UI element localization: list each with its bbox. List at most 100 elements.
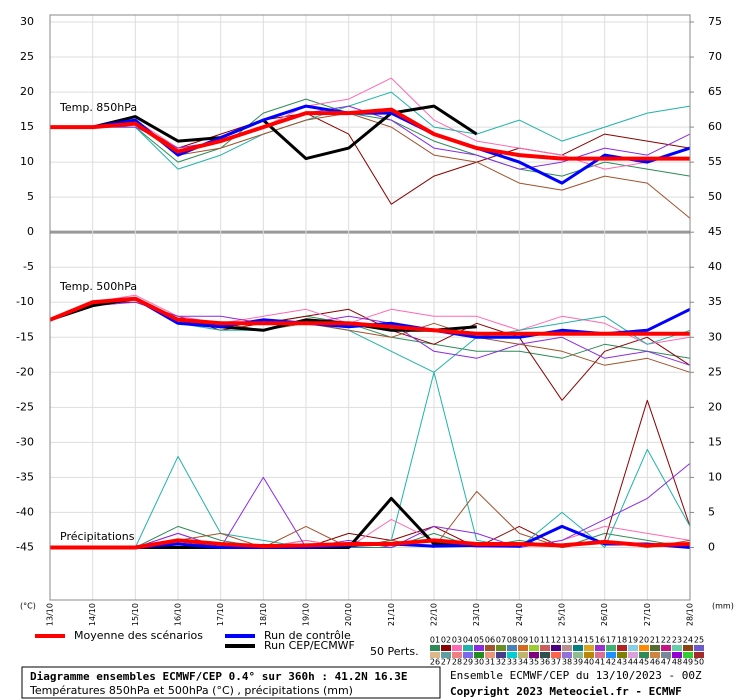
y-tick-label: -15 xyxy=(16,330,34,343)
y-tick-label: 20 xyxy=(20,85,34,98)
y2-tick-label: 0 xyxy=(708,540,715,553)
legend-label: 24 xyxy=(683,636,693,645)
legend-label: 29 xyxy=(463,658,473,667)
legend-swatch xyxy=(463,645,473,651)
y2-tick-label: 70 xyxy=(708,50,722,63)
legend-label: 27 xyxy=(441,658,451,667)
legend-label: 32 xyxy=(496,658,506,667)
x-tick-label: 15/10 xyxy=(131,603,140,626)
series-line xyxy=(50,91,691,170)
legend-swatch xyxy=(518,652,528,658)
legend-swatch xyxy=(430,645,440,651)
legend-label: 30 xyxy=(474,658,484,667)
legend-label: 50 xyxy=(694,658,704,667)
y2-tick-label: 45 xyxy=(708,225,722,238)
y2-tick-label: 75 xyxy=(708,15,722,28)
plot-frame xyxy=(49,14,691,601)
legend-swatch xyxy=(661,645,671,651)
y2-tick-label: 25 xyxy=(708,365,722,378)
legend-swatch xyxy=(650,652,660,658)
legend-label: 05 xyxy=(474,636,484,645)
legend-swatch xyxy=(573,645,583,651)
legend-swatch xyxy=(639,652,649,658)
x-tick-label: 19/10 xyxy=(302,603,311,626)
legend-label: 37 xyxy=(551,658,561,667)
legend-label: Run de contrôle xyxy=(264,629,351,642)
x-tick-label: 26/10 xyxy=(600,603,609,626)
x-tick-label: 20/10 xyxy=(344,603,353,626)
legend-label: 42 xyxy=(606,658,616,667)
x-tick-label: 16/10 xyxy=(174,603,183,626)
legend-swatch xyxy=(507,652,517,658)
legend-label: 12 xyxy=(551,636,561,645)
y-tick-label: -20 xyxy=(16,365,34,378)
y2-tick-label: 40 xyxy=(708,260,722,273)
y2-tick-label: 35 xyxy=(708,295,722,308)
footer-run: Ensemble ECMWF/CEP du 13/10/2023 - 00Z xyxy=(450,669,702,682)
series-line xyxy=(50,107,690,161)
legend-swatch xyxy=(452,645,462,651)
y-tick-label: 10 xyxy=(20,155,34,168)
legend-label: 28 xyxy=(452,658,462,667)
y2-tick-label: 55 xyxy=(708,155,722,168)
x-tick-label: 18/10 xyxy=(259,603,268,626)
y2-tick-label: 50 xyxy=(708,190,722,203)
series-line xyxy=(50,77,691,170)
legend-label: 13 xyxy=(562,636,572,645)
legend-label: 36 xyxy=(540,658,550,667)
x-tick-label: 14/10 xyxy=(88,603,97,626)
legend-label: 14 xyxy=(573,636,583,645)
legend-label: 09 xyxy=(518,636,528,645)
legend-label: 04 xyxy=(463,636,473,645)
x-tick-label: 17/10 xyxy=(216,603,225,626)
legend-swatch xyxy=(496,645,506,651)
legend-swatch xyxy=(683,645,693,651)
legend-label: 26 xyxy=(430,658,440,667)
legend-swatch xyxy=(694,652,704,658)
legend-swatch xyxy=(551,652,561,658)
annotation: Temp. 500hPa xyxy=(59,280,137,293)
legend-label: 07 xyxy=(496,636,506,645)
legend-swatch xyxy=(540,645,550,651)
legend-label: 20 xyxy=(639,636,649,645)
series-line xyxy=(50,525,691,548)
legend-label: 34 xyxy=(518,658,528,667)
legend-label: 21 xyxy=(650,636,660,645)
legend-swatch xyxy=(672,645,682,651)
legend-swatch xyxy=(584,645,594,651)
legend-swatch xyxy=(518,645,528,651)
y-tick-label: -25 xyxy=(16,400,34,413)
x-tick-label: 22/10 xyxy=(430,603,439,626)
unit-label: (mm) xyxy=(712,602,734,611)
legend-swatch xyxy=(529,652,539,658)
x-tick-label: 13/10 xyxy=(46,603,55,626)
y-tick-label: 25 xyxy=(20,50,34,63)
legend-swatch xyxy=(474,645,484,651)
legend-swatch xyxy=(639,645,649,651)
series-line xyxy=(50,538,691,550)
y2-tick-label: 15 xyxy=(708,435,722,448)
legend-label: Run CEP/ECMWF xyxy=(264,639,355,652)
y2-tick-label: 30 xyxy=(708,330,722,343)
legend-label: 01 xyxy=(430,636,440,645)
y2-tick-label: 20 xyxy=(708,400,722,413)
legend-label: 08 xyxy=(507,636,517,645)
legend-label: 41 xyxy=(595,658,605,667)
y2-tick-label: 65 xyxy=(708,85,722,98)
legend-swatch xyxy=(430,652,440,658)
y2-tick-label: 10 xyxy=(708,470,722,483)
y-tick-label: -10 xyxy=(16,295,34,308)
legend-label: 39 xyxy=(573,658,583,667)
legend-swatch xyxy=(463,652,473,658)
legend-label: 40 xyxy=(584,658,594,667)
legend-swatch xyxy=(672,652,682,658)
x-tick-label: 25/10 xyxy=(558,603,567,626)
legend-swatch xyxy=(595,645,605,651)
legend-label: 16 xyxy=(595,636,605,645)
y-tick-label: -30 xyxy=(16,435,34,448)
legend-label: 15 xyxy=(584,636,594,645)
legend-label: 10 xyxy=(529,636,539,645)
legend-swatch xyxy=(540,652,550,658)
legend-label: 02 xyxy=(441,636,451,645)
